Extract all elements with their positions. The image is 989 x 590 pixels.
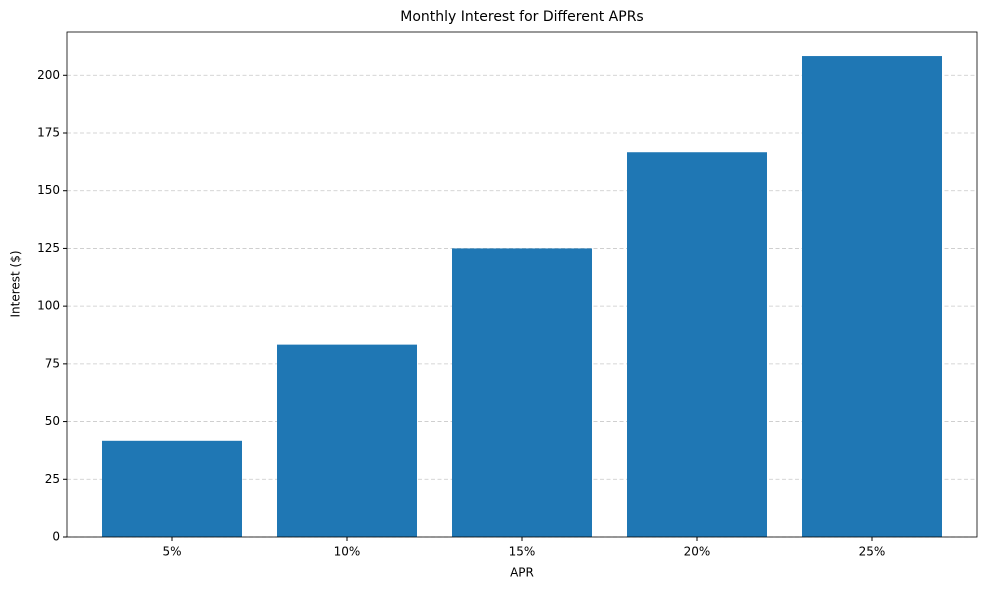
x-tick-label: 5% (162, 545, 181, 559)
bar (802, 56, 942, 538)
bar (277, 344, 417, 537)
x-tick-label: 10% (334, 545, 361, 559)
y-tick-label: 125 (37, 241, 60, 255)
x-tick-label: 15% (509, 545, 536, 559)
x-tick-label: 25% (859, 545, 886, 559)
bar (452, 248, 592, 537)
y-tick-label: 200 (37, 68, 60, 82)
chart-title: Monthly Interest for Different APRs (400, 9, 643, 25)
plot-frame (66, 31, 978, 538)
bar (627, 152, 767, 537)
x-axis-label: APR (510, 566, 534, 580)
bar (102, 440, 242, 537)
y-tick-label: 50 (45, 414, 60, 428)
x-tick-label: 20% (684, 545, 711, 559)
y-tick-label: 175 (37, 126, 60, 140)
y-tick-label: 75 (45, 356, 60, 370)
y-tick-label: 150 (37, 183, 60, 197)
y-tick-label: 100 (37, 299, 60, 313)
y-axis-label: Interest ($) (9, 250, 23, 317)
y-tick-label: 0 (52, 530, 60, 544)
y-tick-label: 25 (45, 472, 60, 486)
